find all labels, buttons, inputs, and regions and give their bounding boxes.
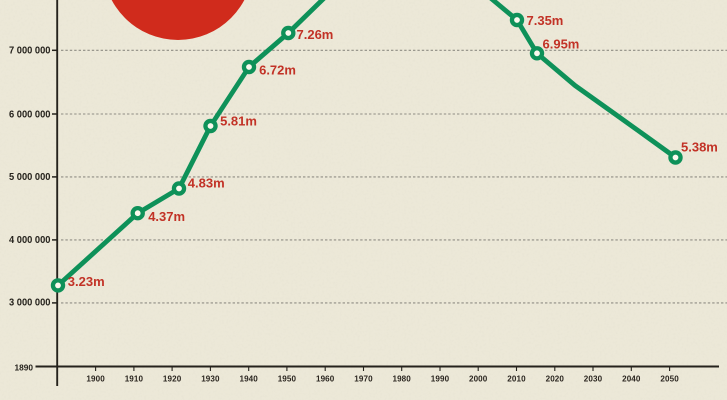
svg-text:6 000 000: 6 000 000 — [9, 109, 51, 120]
svg-text:1990: 1990 — [431, 375, 450, 384]
svg-text:4 000 000: 4 000 000 — [9, 235, 51, 246]
svg-text:1940: 1940 — [239, 375, 258, 384]
svg-text:2010: 2010 — [507, 375, 526, 384]
svg-text:1950: 1950 — [278, 375, 297, 384]
svg-text:2020: 2020 — [546, 375, 565, 384]
svg-text:1970: 1970 — [354, 375, 373, 384]
svg-text:6.95m: 6.95m — [543, 36, 580, 51]
svg-text:1920: 1920 — [163, 375, 182, 384]
svg-text:1910: 1910 — [125, 375, 144, 384]
svg-text:1890: 1890 — [15, 362, 34, 372]
svg-text:7.35m: 7.35m — [527, 13, 564, 28]
svg-text:7 000 000: 7 000 000 — [9, 45, 51, 56]
svg-text:1960: 1960 — [316, 375, 335, 384]
svg-text:5.81m: 5.81m — [220, 113, 257, 128]
svg-text:2030: 2030 — [584, 375, 603, 384]
svg-text:7.26m: 7.26m — [297, 27, 334, 42]
svg-text:1980: 1980 — [392, 375, 411, 384]
svg-text:3 000 000: 3 000 000 — [9, 298, 51, 309]
svg-text:2050: 2050 — [660, 375, 679, 384]
svg-text:2000: 2000 — [469, 375, 488, 384]
svg-text:5 000 000: 5 000 000 — [9, 172, 51, 183]
svg-text:6.72m: 6.72m — [259, 62, 296, 77]
svg-text:4.83m: 4.83m — [188, 176, 225, 191]
svg-text:1930: 1930 — [201, 375, 220, 384]
svg-text:2040: 2040 — [622, 375, 641, 384]
svg-text:5.38m: 5.38m — [681, 140, 718, 155]
svg-text:3.23m: 3.23m — [68, 274, 105, 289]
svg-text:4.37m: 4.37m — [148, 209, 185, 224]
svg-text:1900: 1900 — [86, 375, 105, 384]
